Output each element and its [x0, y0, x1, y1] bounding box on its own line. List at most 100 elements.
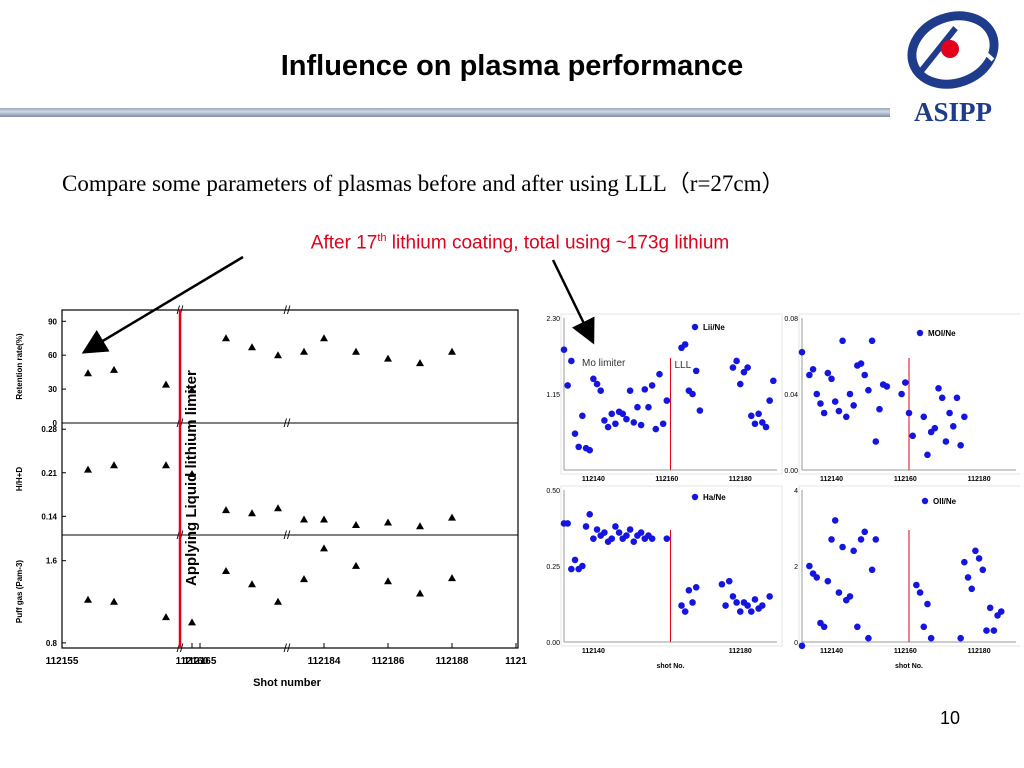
data-point	[920, 623, 928, 631]
data-point	[968, 585, 976, 593]
data-point	[824, 369, 832, 377]
data-point	[942, 438, 950, 445]
legend-marker	[921, 497, 929, 505]
page-number: 10	[940, 708, 961, 728]
data-point	[924, 600, 931, 608]
note-superscript: th	[377, 232, 387, 244]
y-tick-label: 0.21	[41, 469, 57, 478]
data-point	[593, 526, 601, 533]
data-point	[975, 555, 983, 562]
data-point	[865, 386, 872, 394]
data-point	[861, 371, 869, 379]
x-tick-label: 112180	[968, 648, 991, 655]
logo-text: ASIPP	[913, 97, 992, 127]
triangle-marker	[162, 461, 170, 469]
data-point	[608, 535, 616, 542]
triangle-marker	[416, 359, 424, 367]
x-tick-label: 112140	[820, 648, 843, 655]
x-tick-label: 112160	[894, 476, 917, 483]
panel-y-label: Puff gas (Pam-3)	[15, 560, 24, 623]
x-axis-label: Shot number	[253, 677, 322, 689]
y-tick-label: 2	[794, 564, 798, 571]
axis-break-mark: //	[284, 303, 291, 317]
data-point	[590, 535, 597, 542]
data-point	[957, 634, 964, 642]
data-point	[733, 599, 740, 606]
x-tick-label: 112140	[582, 648, 605, 655]
data-point	[582, 523, 590, 530]
panel-y-label: H/H+D	[15, 467, 24, 491]
data-point	[689, 390, 696, 398]
data-point	[883, 383, 891, 390]
triangle-marker	[188, 386, 196, 394]
x-tick-label: 112184	[308, 656, 341, 667]
data-point	[645, 403, 652, 411]
triangle-marker	[84, 369, 92, 377]
axis-break-mark: //	[284, 416, 291, 430]
data-point	[744, 364, 751, 371]
data-point	[972, 547, 979, 555]
data-point	[590, 375, 597, 383]
data-point	[997, 608, 1005, 615]
triangle-marker	[274, 597, 282, 605]
x-tick-label: 112180	[968, 476, 991, 483]
data-point	[729, 593, 737, 600]
x-tick-label: 112186	[372, 656, 405, 667]
panel-y-label: Retention rate(%)	[15, 333, 24, 400]
data-point	[986, 604, 994, 612]
data-point	[619, 410, 627, 418]
data-point	[909, 432, 916, 440]
y-tick-label: 0.14	[41, 512, 57, 521]
data-point	[718, 580, 726, 588]
scatter-panel-frame	[560, 313, 783, 475]
triangle-marker	[248, 509, 256, 517]
region-label-mo: Mo limiter	[582, 358, 626, 369]
data-point	[648, 535, 656, 542]
data-point	[857, 360, 865, 367]
triangle-marker	[188, 470, 196, 478]
y-tick-label: 0.08	[784, 316, 798, 323]
triangle-marker	[300, 347, 308, 355]
triangle-marker	[274, 351, 282, 359]
data-point	[630, 419, 638, 426]
triangle-marker	[110, 597, 118, 605]
x-tick-label: 112160	[176, 656, 209, 667]
data-point	[813, 390, 821, 398]
triangle-marker	[384, 518, 392, 526]
data-point	[564, 520, 571, 527]
data-point	[905, 409, 913, 417]
legend-label: MOI/Ne	[928, 329, 956, 338]
data-point	[571, 430, 579, 437]
data-point	[920, 413, 928, 421]
y-tick-label: 0.25	[546, 564, 560, 571]
data-point	[865, 634, 872, 642]
data-point	[586, 446, 594, 454]
triangle-marker	[352, 347, 360, 355]
triangle-marker	[274, 504, 282, 512]
triangle-marker	[222, 506, 230, 514]
legend-label: Ha/Ne	[703, 493, 726, 502]
data-point	[652, 425, 660, 433]
y-tick-label: 0	[53, 419, 58, 428]
triangle-marker	[448, 513, 456, 521]
y-tick-label: 0.04	[784, 392, 798, 399]
title-underline-bar	[0, 108, 890, 117]
data-point	[798, 642, 806, 650]
data-point	[846, 593, 854, 600]
data-point	[953, 394, 961, 402]
triangle-marker	[222, 334, 230, 342]
data-point	[759, 419, 766, 426]
data-point	[615, 529, 623, 536]
data-point	[678, 602, 685, 609]
data-point	[835, 407, 843, 415]
data-point	[593, 380, 601, 388]
data-point	[798, 348, 806, 356]
x-tick-label: 112160	[894, 648, 917, 655]
slide-title: Influence on plasma performance	[280, 50, 744, 82]
data-point	[751, 420, 759, 428]
x-tick-label: 112160	[655, 476, 678, 483]
left-chart-frame	[61, 309, 519, 649]
y-tick-label: 0.50	[546, 488, 560, 495]
x-axis-label: shot No.	[895, 663, 923, 670]
data-point	[850, 402, 857, 409]
